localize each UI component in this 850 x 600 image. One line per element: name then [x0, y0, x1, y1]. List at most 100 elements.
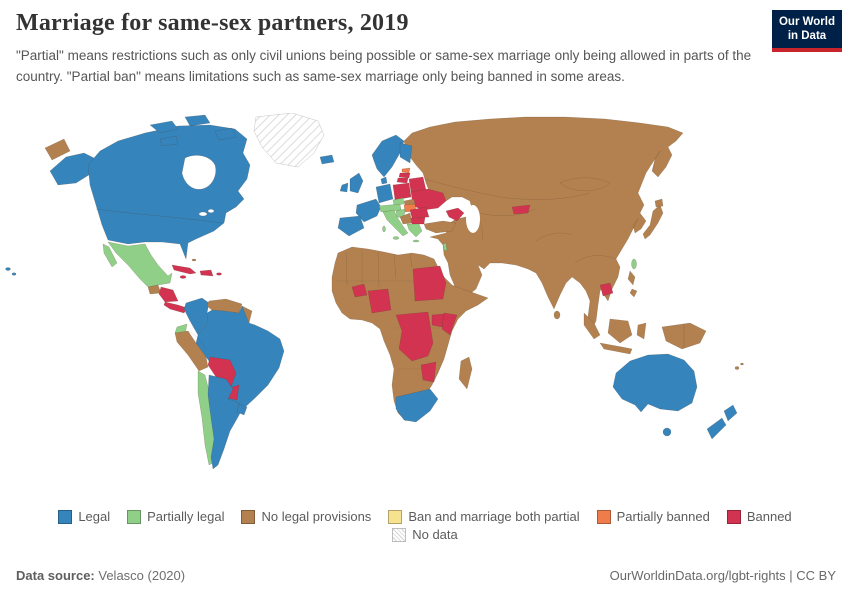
legend-label-no-data: No data [412, 527, 458, 542]
legend-swatch-legal [58, 509, 73, 524]
map-region-iberia[interactable] [337, 215, 365, 237]
map-region-philippines[interactable] [629, 288, 638, 298]
map-region-lithuania[interactable] [396, 177, 409, 184]
map-region-sumatra[interactable] [583, 312, 601, 340]
map-region-japan[interactable] [642, 204, 664, 240]
map-region-uganda[interactable] [431, 313, 445, 328]
map-region-mexico[interactable] [107, 241, 173, 288]
map-region-puerto-rico[interactable] [216, 272, 222, 276]
map-legend: Legal Partially legal No legal provision… [0, 509, 850, 542]
data-source-label: Data source: [16, 568, 95, 583]
legend-item-partially-banned[interactable]: Partially banned [596, 509, 710, 524]
map-region-arctic-island[interactable] [214, 127, 237, 141]
map-region-scandinavia[interactable] [371, 134, 405, 178]
map-region-new-zealand[interactable] [723, 404, 738, 422]
map-region-romania[interactable] [409, 206, 430, 219]
map-region-new-guinea[interactable] [661, 322, 707, 350]
map-region-argentina[interactable] [207, 374, 244, 470]
map-region-sri-lanka[interactable] [553, 310, 561, 320]
map-region-ireland[interactable] [339, 182, 349, 193]
hudson-bay [181, 155, 216, 190]
map-region-france[interactable] [355, 198, 382, 223]
owid-logo[interactable]: Our World in Data [772, 10, 842, 52]
map-region-latvia[interactable] [398, 172, 411, 179]
map-region-baja[interactable] [102, 243, 118, 268]
legend-item-ban-marriage-partial[interactable]: Ban and marriage both partial [388, 509, 580, 524]
map-region-turkey[interactable] [423, 220, 457, 234]
map-region-poland[interactable] [392, 182, 412, 201]
legend-swatch-partially-banned [596, 509, 611, 524]
map-region-caucasus[interactable] [445, 207, 465, 222]
legend-swatch-no-legal-provisions [241, 509, 256, 524]
map-region-arctic-island[interactable] [184, 114, 211, 127]
map-region-greece[interactable] [406, 223, 423, 238]
map-region-hawaii[interactable] [5, 267, 11, 271]
map-region-tasmania[interactable] [662, 427, 672, 437]
owid-logo-line1: Our World [778, 16, 835, 28]
chart-footer: Data source: Velasco (2020) OurWorldinDa… [16, 568, 836, 583]
map-region-fiji[interactable] [734, 366, 740, 370]
map-region-hispaniola[interactable] [199, 269, 214, 277]
map-region-fiji[interactable] [740, 362, 744, 366]
map-region-finland[interactable] [399, 142, 413, 164]
map-region-java[interactable] [599, 342, 633, 355]
map-region-iceland[interactable] [319, 154, 335, 165]
map-region-bulgaria[interactable] [410, 216, 426, 225]
map-region-arctic-island[interactable] [149, 120, 179, 134]
map-region-bahamas[interactable] [191, 258, 197, 262]
map-region-kyrgyzstan[interactable] [511, 204, 531, 215]
map-region-costa-rica-panama[interactable] [163, 301, 188, 314]
legend-item-partially-legal[interactable]: Partially legal [127, 509, 224, 524]
us-canada-border [95, 208, 223, 224]
map-region-czech[interactable] [392, 197, 405, 206]
chart-subtitle: "Partial" means restrictions such as onl… [16, 48, 752, 84]
map-region-italy[interactable] [382, 209, 409, 237]
page-title: Marriage for same-sex partners, 2019 [16, 10, 409, 36]
map-region-estonia[interactable] [401, 167, 411, 174]
legend-label-no-legal-provisions: No legal provisions [261, 509, 372, 524]
map-region-crete[interactable] [412, 239, 420, 243]
map-region-australia[interactable] [612, 353, 698, 413]
map-region-chukotka[interactable] [44, 138, 71, 161]
map-region-zimbabwe[interactable] [420, 361, 437, 383]
map-region-kenya[interactable] [441, 312, 458, 336]
chart-header: Marriage for same-sex partners, 2019 "Pa… [16, 10, 766, 88]
legend-swatch-partially-legal [127, 509, 142, 524]
map-region-madagascar[interactable] [458, 356, 473, 390]
map-region-nigeria[interactable] [367, 288, 392, 314]
legend-item-legal[interactable]: Legal [58, 509, 110, 524]
map-region-burkina-faso[interactable] [351, 283, 368, 298]
map-region-uk[interactable] [349, 172, 364, 194]
map-region-borneo[interactable] [607, 318, 633, 344]
map-region-honduras-nicaragua[interactable] [158, 286, 179, 303]
data-source-value: Velasco (2020) [98, 568, 186, 583]
map-region-south-africa[interactable] [395, 388, 439, 423]
map-region-uruguay[interactable] [236, 403, 248, 416]
map-region-new-zealand[interactable] [706, 417, 727, 440]
map-region-arctic-island[interactable] [159, 135, 179, 147]
legend-label-partially-legal: Partially legal [147, 509, 225, 524]
map-region-cuba[interactable] [171, 264, 197, 275]
owid-url-link[interactable]: OurWorldinData.org/lgbt-rights | CC BY [609, 568, 836, 583]
map-region-drc[interactable] [395, 311, 434, 362]
map-region-hawaii[interactable] [11, 272, 17, 276]
map-region-philippines[interactable] [627, 270, 636, 286]
legend-item-banned[interactable]: Banned [726, 509, 792, 524]
map-region-sardinia[interactable] [382, 225, 386, 233]
map-region-hokkaido[interactable] [654, 198, 664, 208]
map-region-taiwan[interactable] [631, 258, 637, 270]
owid-logo-line2: in Data [787, 30, 827, 43]
legend-item-no-data[interactable]: No data [392, 527, 458, 542]
map-region-denmark[interactable] [380, 176, 388, 185]
map-region-cambodia[interactable] [599, 282, 614, 297]
map-region-canada-usa[interactable] [87, 124, 251, 260]
map-region-sulawesi[interactable] [636, 322, 647, 340]
map-region-jamaica[interactable] [179, 275, 187, 279]
map-region-israel[interactable] [442, 242, 448, 252]
map-region-sudan[interactable] [412, 265, 447, 302]
map-region-germany-benelux[interactable] [375, 183, 394, 204]
map-region-sicily[interactable] [392, 236, 400, 240]
legend-item-no-legal-provisions[interactable]: No legal provisions [241, 509, 371, 524]
map-region-greenland[interactable] [253, 113, 325, 168]
map-region-peru[interactable] [174, 330, 209, 372]
